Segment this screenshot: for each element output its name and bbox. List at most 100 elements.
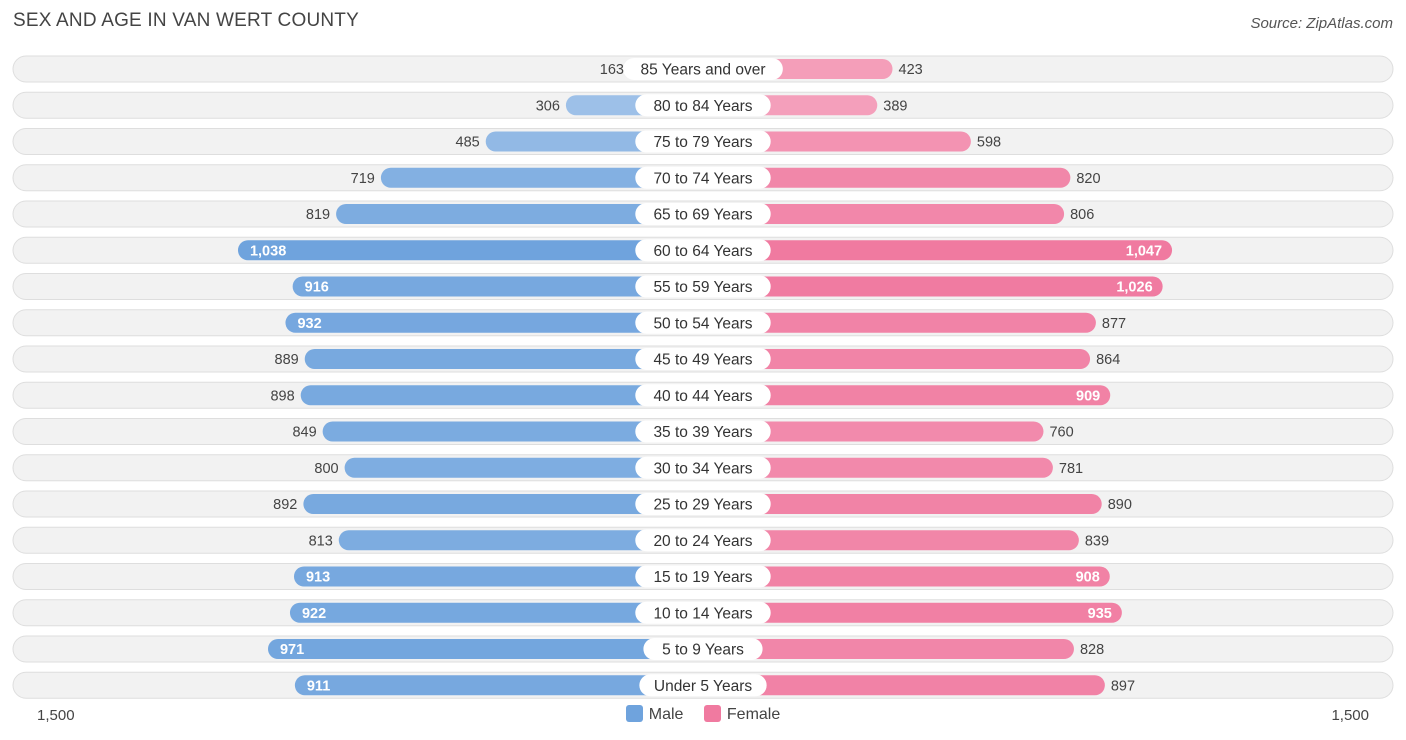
female-value-label: 908 <box>1076 570 1100 586</box>
category-label-background <box>635 565 771 588</box>
female-bar <box>693 240 1173 261</box>
bar-chart: 85 Years and over 163 423 80 to 84 Years 306… <box>12 55 1394 699</box>
male-bar <box>294 675 713 696</box>
male-bar <box>293 566 713 587</box>
male-value-label: 485 <box>456 135 480 151</box>
legend-item-female[interactable]: Female <box>703 705 781 724</box>
female-value-label: 781 <box>1059 461 1083 477</box>
category-label: 80 to 84 Years <box>653 98 752 115</box>
female-bar <box>693 639 1074 659</box>
category-label-background <box>639 674 767 697</box>
category-label: 5 to 9 Years <box>662 642 744 659</box>
male-bar <box>237 240 713 261</box>
female-value-label: 897 <box>1111 678 1135 694</box>
category-label-background <box>623 58 783 80</box>
male-value-label: 911 <box>307 678 330 694</box>
category-label-background <box>635 239 771 262</box>
category-label: 75 to 79 Years <box>653 134 752 151</box>
category-label: 10 to 14 Years <box>653 605 752 622</box>
category-label-background <box>635 311 771 334</box>
female-value-label: 890 <box>1108 497 1132 513</box>
category-label-background <box>643 638 763 660</box>
male-bar <box>300 385 713 406</box>
category-label-background <box>635 203 771 225</box>
male-bar <box>336 204 713 224</box>
female-bar <box>693 385 1111 406</box>
female-bar <box>693 167 1071 188</box>
category-label-background <box>635 166 771 189</box>
female-value-label: 760 <box>1049 425 1073 441</box>
category-label: Under 5 Years <box>654 678 752 695</box>
male-bar <box>322 421 713 442</box>
female-value-label: 1,026 <box>1116 280 1152 296</box>
male-bar <box>292 276 713 297</box>
category-label: 20 to 24 Years <box>653 533 752 550</box>
category-label: 65 to 69 Years <box>653 207 752 224</box>
male-bar <box>289 602 713 623</box>
axis-right-label: 1,500 <box>1331 707 1369 724</box>
male-bar <box>380 167 713 188</box>
male-value-label: 916 <box>305 280 329 296</box>
male-bar <box>304 349 713 369</box>
category-label-background <box>635 130 771 153</box>
category-label: 85 Years and over <box>641 62 766 79</box>
category-label: 40 to 44 Years <box>653 388 752 405</box>
chart-source: Source: ZipAtlas.com <box>1250 15 1393 32</box>
axis-left-label: 1,500 <box>37 707 75 724</box>
male-value-label: 932 <box>297 316 321 332</box>
male-value-label: 889 <box>275 352 299 368</box>
female-value-label: 877 <box>1102 316 1126 332</box>
legend-label-male: Male <box>648 706 684 723</box>
male-bar <box>267 639 713 659</box>
male-value-label: 163 <box>600 62 624 78</box>
male-value-label: 849 <box>292 425 316 441</box>
category-label-background <box>635 420 771 443</box>
category-label-background <box>635 493 771 515</box>
legend: Male Female <box>0 705 1406 724</box>
female-bar <box>693 421 1044 442</box>
female-value-label: 909 <box>1076 388 1100 404</box>
female-bar <box>693 602 1122 623</box>
category-label-background <box>635 275 771 298</box>
category-label: 50 to 54 Years <box>653 315 752 332</box>
female-bar <box>693 204 1065 224</box>
female-value-label: 828 <box>1080 642 1104 658</box>
female-bar <box>693 566 1110 587</box>
category-label: 70 to 74 Years <box>653 170 752 187</box>
legend-item-male[interactable]: Male <box>625 705 684 724</box>
category-label-background <box>635 529 771 552</box>
female-value-label: 806 <box>1070 207 1094 223</box>
male-value-label: 719 <box>351 171 375 187</box>
male-value-label: 892 <box>273 497 297 513</box>
legend-label-female: Female <box>726 706 781 723</box>
female-bar <box>693 349 1091 369</box>
female-bar <box>693 530 1079 551</box>
female-bar <box>693 457 1053 478</box>
male-value-label: 819 <box>306 207 330 223</box>
legend-swatch-male <box>625 705 643 722</box>
category-label-background <box>635 601 771 624</box>
female-value-label: 935 <box>1088 606 1112 622</box>
male-bar <box>344 457 713 478</box>
female-value-label: 864 <box>1096 352 1120 368</box>
legend-swatch-female <box>703 705 721 722</box>
male-value-label: 813 <box>309 533 333 549</box>
category-label: 45 to 49 Years <box>653 352 752 369</box>
male-value-label: 1,038 <box>250 243 286 259</box>
female-value-label: 820 <box>1076 171 1100 187</box>
female-bar <box>693 276 1163 297</box>
category-label: 15 to 19 Years <box>653 569 752 586</box>
male-bar <box>285 312 713 333</box>
category-label-background <box>635 94 771 117</box>
male-value-label: 898 <box>270 388 294 404</box>
category-label-background <box>635 348 771 370</box>
chart-title: SEX AND AGE IN VAN WERT COUNTY <box>13 10 359 31</box>
female-value-label: 423 <box>899 62 923 78</box>
female-bar <box>693 494 1102 514</box>
category-label: 30 to 34 Years <box>653 460 752 477</box>
category-label: 55 to 59 Years <box>653 279 752 296</box>
male-value-label: 306 <box>536 98 560 114</box>
female-bar <box>693 312 1096 333</box>
male-bar <box>303 494 713 514</box>
